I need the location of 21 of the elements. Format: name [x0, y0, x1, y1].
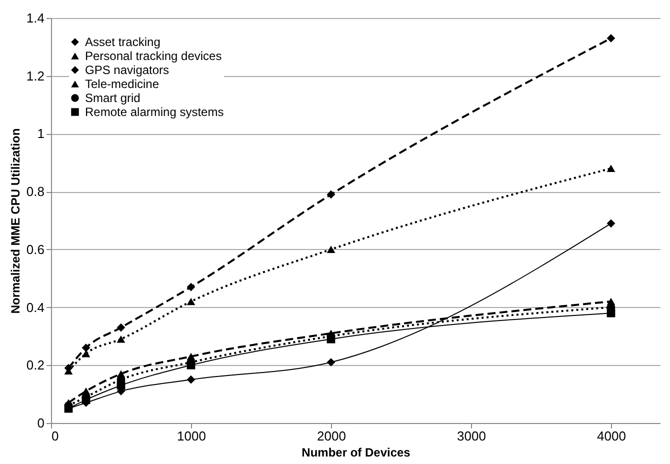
x-tick-label: 0 [52, 428, 59, 444]
y-tick-label: 0.6 [26, 242, 44, 257]
legend-label: GPS navigators [85, 63, 170, 77]
legend-label: Personal tracking devices [85, 49, 222, 63]
x-tick-label: 3000 [457, 428, 486, 444]
x-axis-title: Number of Devices [302, 446, 411, 460]
x-tick-label: 4000 [597, 428, 626, 444]
y-tick-label: 0 [37, 416, 44, 430]
y-tick-label: 0.2 [26, 358, 44, 373]
legend-label: Asset tracking [85, 35, 160, 49]
legend-label: Tele-medicine [85, 77, 160, 91]
legend-label: Remote alarming systems [85, 105, 224, 119]
x-tick-label: 2000 [317, 428, 346, 444]
y-tick-label: 1.4 [26, 10, 44, 26]
y-axis-title: Normalized MME CPU Utilization [8, 128, 22, 314]
y-tick-label: 1.2 [26, 68, 44, 84]
y-tick-label: 1 [37, 126, 44, 142]
y-tick-label: 0.4 [26, 300, 44, 315]
y-tick-label: 0.8 [26, 184, 44, 200]
x-tick-label: 1000 [177, 428, 206, 444]
legend-label: Smart grid [85, 91, 140, 105]
